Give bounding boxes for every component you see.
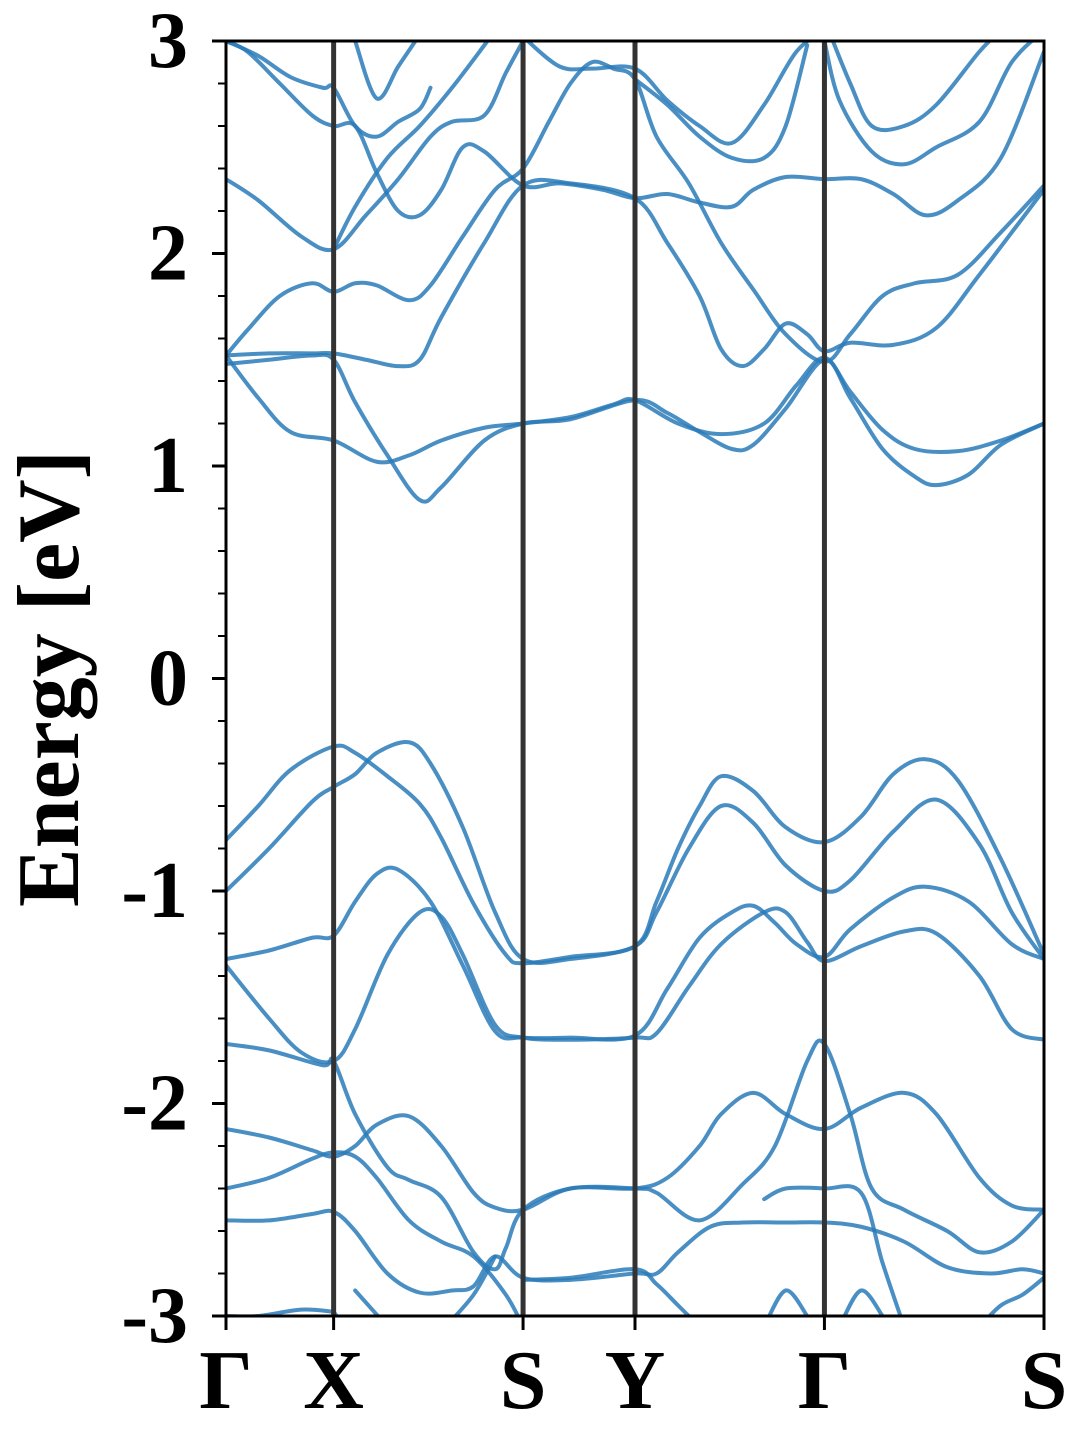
band-line-27	[767, 1288, 810, 1316]
band-line-26	[762, 1184, 903, 1316]
xtick-label: Γ	[798, 1334, 851, 1427]
xtick-label: Y	[605, 1334, 666, 1427]
xtick-label: X	[303, 1334, 364, 1427]
xtick-label: Γ	[199, 1334, 252, 1427]
xtick-label: S	[1021, 1334, 1068, 1427]
y-axis-label: Energy [eV]	[1, 450, 98, 907]
band-line-23	[226, 1307, 336, 1316]
band-line-29	[986, 1275, 1044, 1316]
ytick-label: -2	[121, 1060, 188, 1148]
band-line-19	[226, 1150, 521, 1316]
band-line-4	[226, 41, 526, 253]
band-line-8	[353, 41, 418, 101]
band-line-11	[830, 41, 993, 133]
band-line-13	[226, 743, 1044, 966]
ytick-labels: -3 -2 -1 0 1 2 3	[121, 0, 188, 1360]
ytick-label: -1	[121, 847, 188, 935]
band-line-1	[226, 352, 1044, 504]
band-line-12	[822, 41, 1035, 167]
ytick-marks	[212, 39, 226, 1318]
band-line-9	[524, 41, 812, 146]
band-lines	[226, 41, 1044, 1316]
high-symmetry-lines	[224, 41, 1046, 1330]
band-line-28	[842, 1288, 885, 1316]
band-line-16	[226, 906, 1044, 1065]
ytick-label: 1	[148, 422, 188, 510]
ytick-label: 0	[148, 635, 188, 723]
ytick-label: -3	[121, 1272, 188, 1360]
ytick-label: 2	[148, 210, 188, 298]
ytick-label: 3	[148, 0, 188, 85]
band-line-5	[331, 41, 490, 252]
band-line-6	[226, 41, 1044, 220]
xtick-label: S	[500, 1334, 547, 1427]
band-line-15	[226, 865, 1044, 1042]
band-line-3	[226, 59, 1044, 364]
band-line-7	[226, 41, 433, 139]
band-line-18	[226, 1038, 1044, 1255]
band-line-10	[633, 43, 810, 164]
plot-frame	[224, 39, 1046, 1318]
band-line-2	[226, 177, 1044, 369]
band-line-24	[353, 1288, 381, 1316]
band-line-21	[521, 1267, 692, 1316]
band-line-25	[452, 1254, 498, 1316]
